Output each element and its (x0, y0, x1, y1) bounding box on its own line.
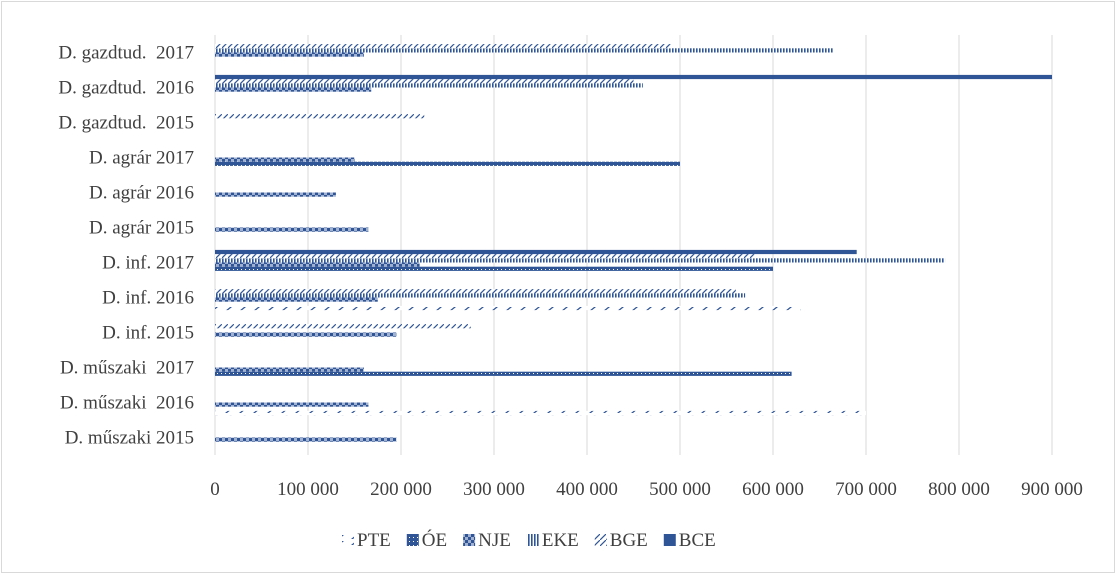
bar-nje-d-inf-2016 (215, 297, 378, 302)
bar-bge-d-gazdtud-2017 (215, 44, 671, 49)
legend: PTE ÓE NJE EKE BGE BCE (342, 529, 716, 551)
category-label: D. műszaki 2016 (60, 393, 194, 414)
x-tick-label: 500 000 (649, 479, 711, 500)
bar-pte-d-muszaki-2016 (215, 410, 866, 416)
category-label: D. inf. 2017 (102, 253, 194, 274)
category-label: D. gazdtud. 2016 (58, 78, 194, 99)
x-tick-label: 400 000 (556, 479, 618, 500)
category-label: D. gazdtud. 2015 (58, 113, 194, 134)
bar-eke-d-gazdtud-2017 (215, 48, 834, 53)
category-label: D. inf. 2015 (102, 323, 194, 344)
legend-swatch-pte (342, 534, 354, 546)
bar-nje-d-inf-2017 (215, 262, 420, 267)
category-label: D. inf. 2016 (102, 288, 194, 309)
gridlines (214, 35, 1053, 455)
bar-bge-d-inf-2016 (215, 289, 736, 294)
category-axis-labels: D. műszaki 2015 D. műszaki 2016 D. műszaki… (58, 43, 194, 449)
bar-oe-d-inf-2017 (215, 266, 773, 271)
legend-label-bge: BGE (610, 530, 648, 551)
bar-eke-d-inf-2016 (215, 293, 746, 298)
legend-label-bce: BCE (679, 530, 716, 551)
legend-swatch-nje (463, 534, 476, 546)
bar-nje-d-gazdtud-2017 (215, 52, 364, 57)
bar-oe-d-muszaki-2017 (215, 371, 792, 376)
legend-swatch-oe (406, 534, 419, 546)
bar-oe-d-agrar-2017 (215, 161, 680, 166)
bar-nje-d-inf-2015 (215, 332, 397, 337)
x-tick-label: 200 000 (370, 479, 432, 500)
category-label: D. műszaki 2017 (60, 358, 194, 379)
value-axis-tick-labels: 0 100 000 200 000 300 000 400 000 500 000 600 … (210, 479, 1083, 500)
x-tick-label: 600 000 (742, 479, 804, 500)
bar-bce-d-inf-2017 (215, 249, 857, 255)
category-label: D. műszaki 2015 (65, 428, 194, 449)
category-label: D. gazdtud. 2017 (58, 43, 194, 64)
bar-eke-d-inf-2017 (215, 258, 946, 263)
legend-label-oe: ÓE (422, 529, 447, 551)
bar-bge-d-inf-2015 (215, 324, 471, 329)
bar-nje-d-agrar-2016 (215, 192, 336, 197)
legend-swatch-bge (594, 534, 607, 546)
bar-nje-d-muszaki-2016 (215, 402, 369, 407)
category-label: D. agrár 2015 (89, 218, 194, 239)
bar-pte-d-inf-2016 (215, 305, 801, 311)
bar-bge-d-inf-2017 (215, 254, 755, 259)
category-label: D. agrár 2016 (89, 183, 194, 204)
bar-nje-d-muszaki-2015 (215, 437, 397, 442)
legend-label-nje: NJE (478, 530, 511, 551)
category-label: D. agrár 2017 (89, 148, 194, 169)
legend-swatch-eke (526, 534, 539, 546)
bar-nje-d-gazdtud-2016 (215, 87, 372, 92)
bar-nje-d-agrar-2015 (215, 227, 369, 232)
bar-bge-d-gazdtud-2016 (215, 79, 634, 84)
bar-nje-d-agrar-2017 (215, 157, 355, 162)
bar-eke-d-gazdtud-2016 (215, 83, 643, 88)
bar-bce-d-gazdtud-2016 (215, 74, 1052, 80)
x-tick-label: 900 000 (1021, 479, 1083, 500)
bar-nje-d-muszaki-2017 (215, 367, 364, 372)
x-tick-label: 100 000 (277, 479, 339, 500)
bar-bge-d-gazdtud-2015 (215, 114, 425, 119)
x-tick-label: 800 000 (928, 479, 990, 500)
legend-swatch-bce (663, 534, 676, 546)
x-tick-label: 0 (210, 479, 220, 500)
legend-label-eke: EKE (542, 530, 579, 551)
bars (215, 44, 1052, 442)
x-tick-label: 700 000 (835, 479, 897, 500)
legend-label-pte: PTE (357, 530, 391, 551)
x-tick-label: 300 000 (463, 479, 525, 500)
